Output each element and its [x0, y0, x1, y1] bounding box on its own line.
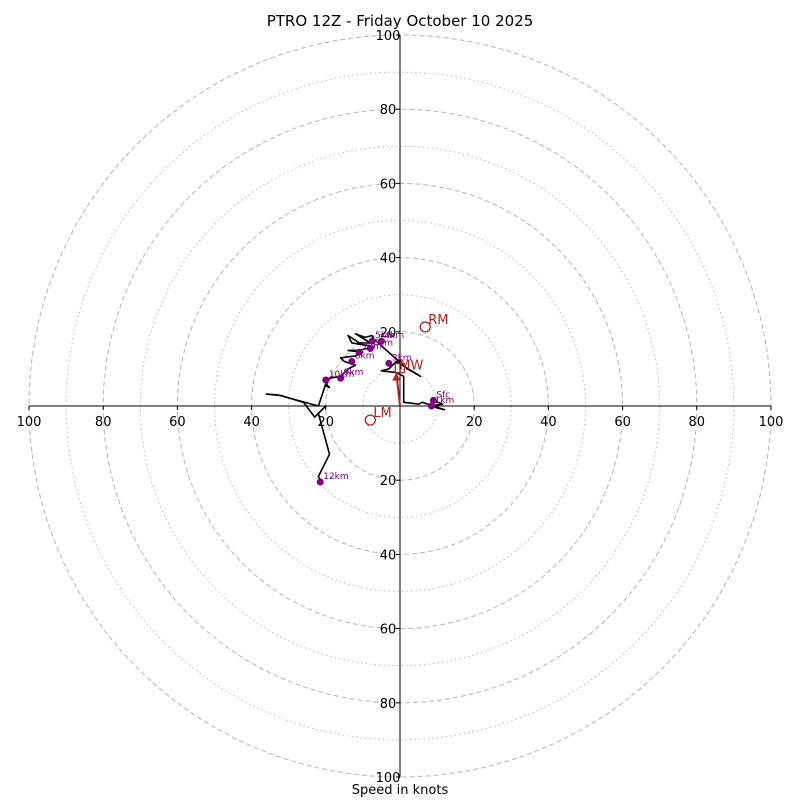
y-tick-label: 40 — [380, 252, 397, 267]
height-label-5km: 5km — [375, 331, 395, 341]
y-tick-label: 60 — [380, 623, 397, 638]
height-marker-4km — [377, 337, 385, 345]
height-label-8km: 8km — [355, 351, 375, 361]
x-tick-label: 60 — [614, 415, 631, 430]
x-tick-label: 100 — [759, 415, 784, 430]
height-label-10km: 10km — [329, 370, 354, 380]
height-label-sfc: Sfc — [436, 390, 450, 400]
height-label-12km: 12km — [323, 472, 348, 482]
height-label-9km: 9km — [344, 368, 364, 378]
x-tick-label: 60 — [169, 415, 186, 430]
y-tick-label: 60 — [380, 177, 397, 192]
axes: 100 80 60 40 20 20 40 60 80 100100806040202040608… — [17, 29, 784, 786]
left-mover-label: LM — [373, 406, 391, 421]
y-tick-label: 100 — [376, 771, 401, 786]
y-tick-label: 20 — [380, 326, 397, 341]
height-label-3km: 3km — [392, 353, 412, 363]
y-tick-label: 20 — [380, 474, 397, 489]
y-tick-label: 100 — [376, 29, 401, 44]
left-mover-marker — [364, 414, 376, 426]
x-tick-label: 80 — [689, 415, 706, 430]
height-label-1km: 1km — [435, 396, 455, 406]
x-tick-label: 100 — [17, 415, 42, 430]
hodograph-trace — [265, 332, 446, 481]
height-label-4km: 4km — [384, 331, 404, 341]
x-tick-label: 40 — [540, 415, 557, 430]
height-marker-12km — [316, 478, 324, 486]
height-marker-7km — [355, 348, 363, 356]
x-tick-label: 20 — [466, 415, 483, 430]
x-axis-label: Speed in knots — [351, 783, 449, 798]
storm-motion-markers: MW RM LM — [364, 313, 448, 426]
hodograph-trace-group — [265, 332, 446, 481]
height-marker-10km — [322, 376, 330, 384]
height-label-6km: 6km — [373, 338, 393, 348]
height-marker-8km — [348, 357, 356, 365]
height-marker-1km — [428, 402, 436, 410]
y-tick-label: 80 — [380, 103, 397, 118]
height-marker-6km — [366, 344, 374, 352]
height-marker-sfc — [429, 396, 437, 404]
x-tick-label: 40 — [243, 415, 260, 430]
mean-wind-marker — [394, 363, 405, 374]
height-marker-3km — [385, 359, 393, 367]
height-marker-5km — [368, 337, 376, 345]
mean-wind-arrowhead — [392, 372, 401, 381]
mean-wind-label: MW — [399, 359, 423, 374]
right-mover-marker — [419, 321, 431, 333]
x-tick-label: 80 — [95, 415, 112, 430]
height-label-7km: 7km — [362, 342, 382, 352]
chart-title: PTRO 12Z - Friday October 10 2025 — [266, 12, 534, 30]
y-tick-label: 40 — [380, 548, 397, 563]
height-marker-9km — [337, 374, 345, 382]
right-mover-label: RM — [428, 313, 448, 328]
y-tick-label: 80 — [380, 697, 397, 712]
